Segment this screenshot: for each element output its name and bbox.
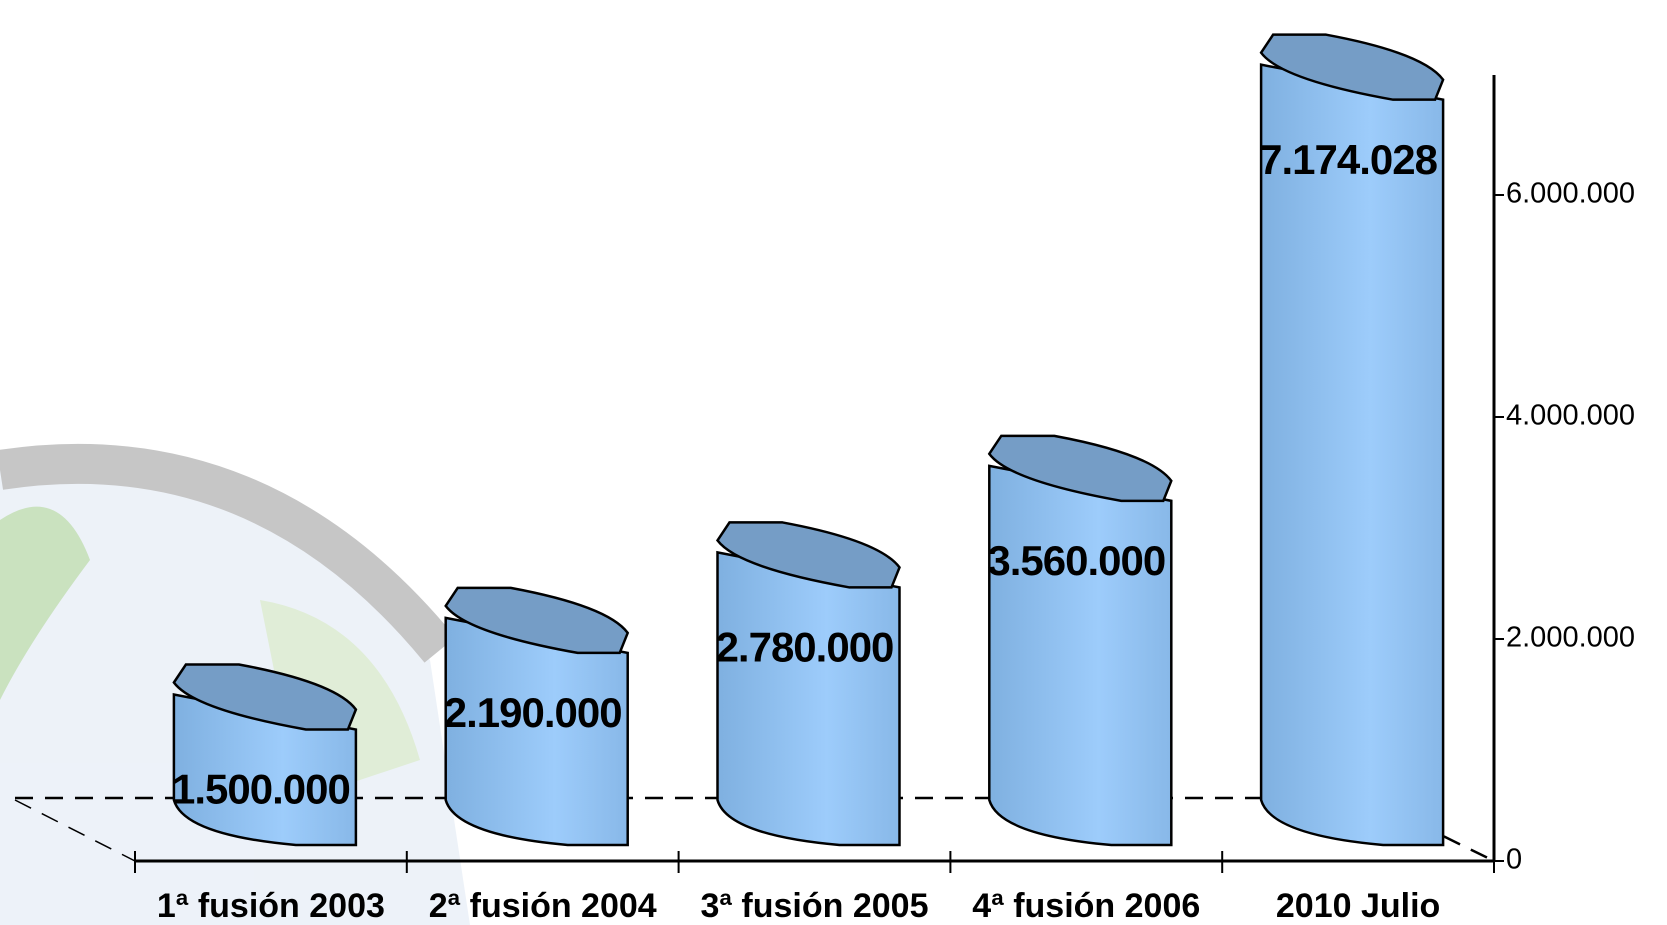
x-tick-label: 2010 Julio: [1276, 887, 1440, 925]
y-tick-label: 4.000.000: [1506, 400, 1635, 432]
bar: [988, 464, 1173, 847]
x-tick-label: 3ª fusión 2005: [700, 887, 928, 925]
y-tick-label: 0: [1506, 844, 1522, 876]
x-tick-label: 4ª fusión 2006: [972, 887, 1200, 925]
y-tick-label: 2.000.000: [1506, 622, 1635, 654]
value-label: 2.780.000: [716, 624, 894, 671]
y-tick-label: 6.000.000: [1506, 178, 1635, 210]
value-label: 1.500.000: [172, 766, 350, 813]
value-label: 2.190.000: [444, 689, 622, 736]
bar: [444, 616, 629, 847]
bar: [1259, 63, 1445, 847]
bar-top: [715, 521, 901, 589]
value-label: 7.174.028: [1259, 136, 1437, 183]
bar-top: [987, 434, 1173, 503]
x-tick-label: 1ª fusión 2003: [157, 887, 385, 925]
bar: [716, 550, 901, 847]
value-label: 3.560.000: [987, 537, 1165, 584]
bar: [172, 692, 358, 847]
bar-top: [172, 663, 358, 731]
x-tick-label: 2ª fusión 2004: [429, 887, 657, 925]
bar-top: [444, 586, 630, 655]
bar-top: [1259, 33, 1445, 101]
